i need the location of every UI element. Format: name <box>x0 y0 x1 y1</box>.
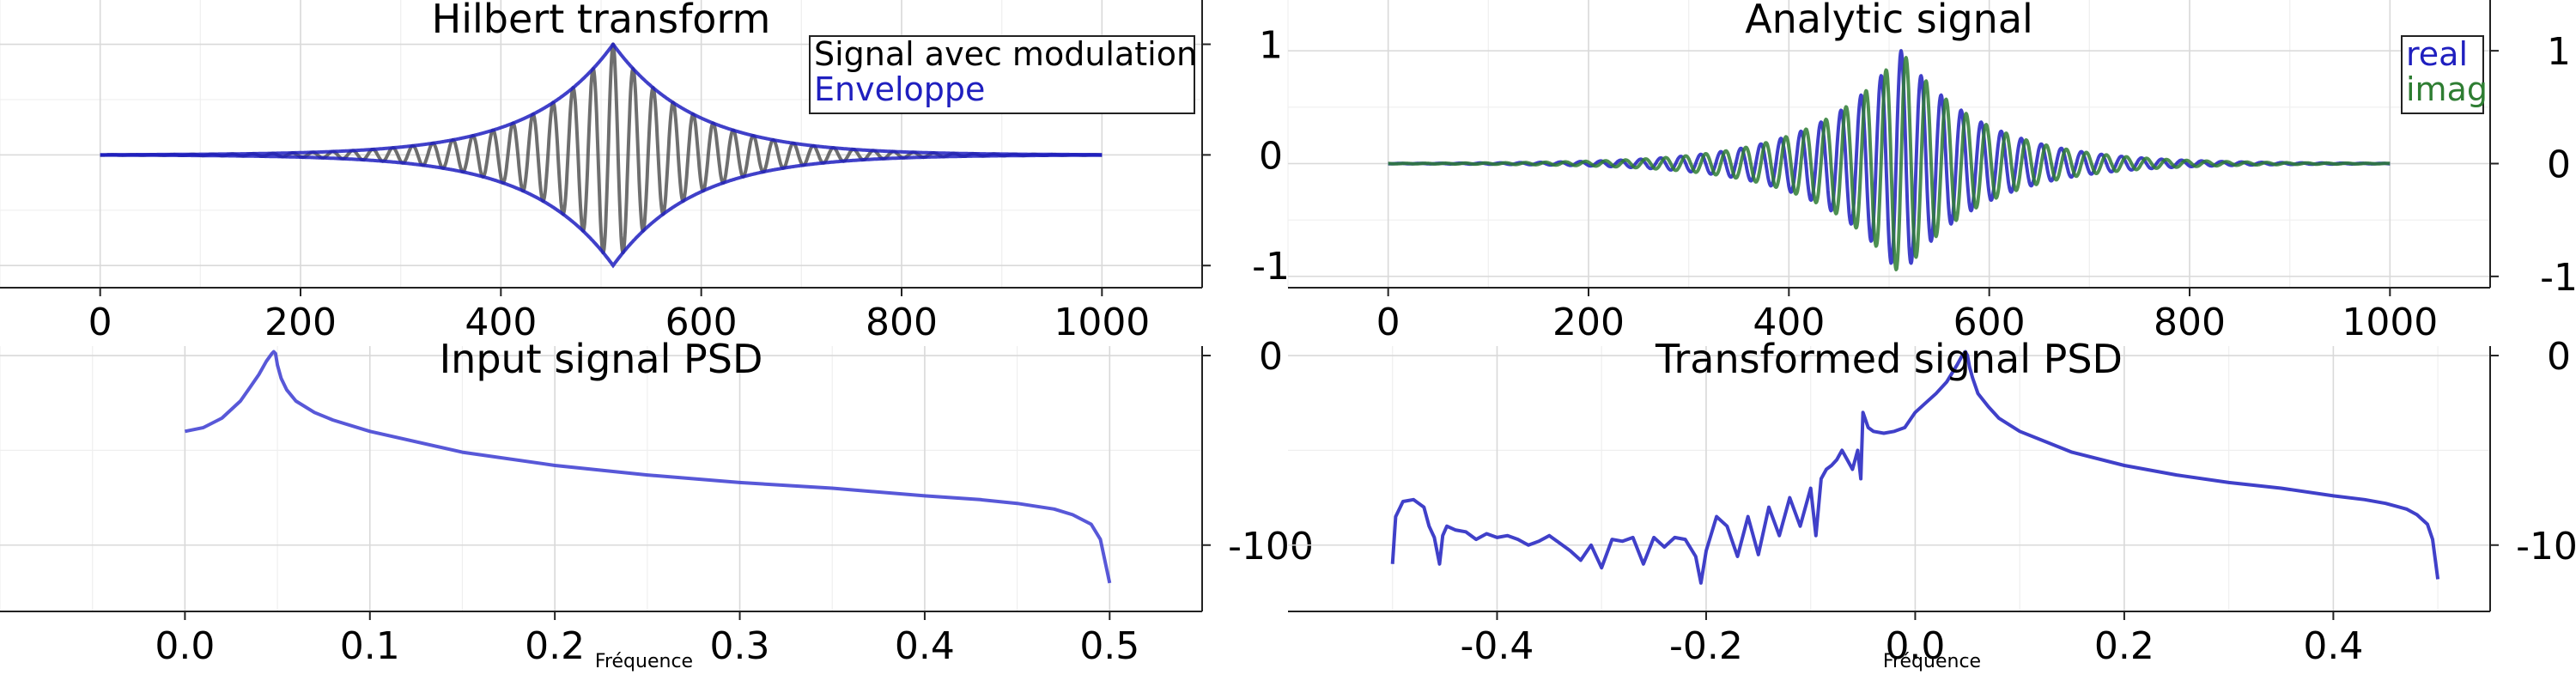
x-tick-label: 0.1 <box>340 624 400 668</box>
y-tick-label: 1 <box>1259 24 1283 68</box>
x-axis-label: Fréquence <box>1883 651 1981 672</box>
x-tick-label: 0.4 <box>2303 624 2363 668</box>
legend-entry: Signal avec modulation <box>814 35 1197 73</box>
legend-entry: imag <box>2406 70 2488 108</box>
x-tick-label: 800 <box>2154 301 2226 344</box>
chart-panel-2: 0.0 0.1 0.2 0.3 0.4 0.5 0 -100 Input signal PSD F… <box>0 335 1314 672</box>
x-tick-label: 1000 <box>1054 301 1150 344</box>
x-tick-label: 800 <box>866 301 938 344</box>
x-tick-label: -0.4 <box>1461 624 1534 668</box>
x-tick-label: 0 <box>1376 301 1400 344</box>
chart-panel-3: -0.4 -0.2 0.0 0.2 0.4 0 -100 Transformed signal… <box>1288 335 2576 672</box>
x-axis-label: Fréquence <box>595 651 693 672</box>
series-line-envelope-lower <box>100 153 1103 269</box>
x-tick-label: 0.3 <box>710 624 770 668</box>
y-tick-label: -1 <box>2540 256 2576 300</box>
x-tick-label: 600 <box>665 301 738 344</box>
x-tick-label: 0.4 <box>895 624 955 668</box>
y-tick-label: 0 <box>1259 134 1283 178</box>
x-tick-label: -0.2 <box>1669 624 1743 668</box>
x-tick-label: 0.0 <box>155 624 215 668</box>
y-tick-label: 0 <box>2547 143 2571 186</box>
y-tick-label: -100 <box>2516 525 2576 568</box>
x-tick-label: 0.0 <box>1885 624 1945 668</box>
x-tick-label: 400 <box>1753 301 1825 344</box>
y-tick-label: 0 <box>2547 335 2571 379</box>
x-tick-label: 1000 <box>2342 301 2438 344</box>
x-tick-label: 0 <box>88 301 112 344</box>
x-tick-label: 200 <box>264 301 337 344</box>
y-tick-label: 1 <box>2547 30 2571 74</box>
chart-panel-0: 0 200 400 600 800 1000 -1 0 1 Hilbert transform Si… <box>0 0 1290 344</box>
x-tick-label: 0.2 <box>2094 624 2154 668</box>
series-line-0 <box>1390 350 2440 585</box>
y-tick-label: -100 <box>1228 525 1314 568</box>
x-tick-label: 0.2 <box>525 624 585 668</box>
series-line-Enveloppe <box>99 42 1103 157</box>
series-line-0 <box>184 350 1112 584</box>
chart-title: Hilbert transform <box>432 0 771 42</box>
y-tick-label: -1 <box>1252 245 1290 289</box>
legend-entry: Enveloppe <box>814 70 985 108</box>
series-line-imag <box>1387 56 2391 271</box>
chart-title: Input signal PSD <box>440 336 763 382</box>
chart-title: Transformed signal PSD <box>1655 336 2123 382</box>
y-tick-label: 0 <box>1259 335 1283 379</box>
legend-box <box>809 35 1195 114</box>
chart-title: Analytic signal <box>1745 0 2033 42</box>
legend-box <box>2401 35 2484 114</box>
legend-entry: real <box>2406 35 2468 73</box>
x-tick-label: 400 <box>465 301 537 344</box>
x-tick-label: 0.5 <box>1079 624 1139 668</box>
chart-panel-1: 0 200 400 600 800 1000 -1 0 1 Analytic signal real… <box>1287 0 2576 344</box>
x-tick-label: 200 <box>1552 301 1625 344</box>
x-tick-label: 600 <box>1953 301 2026 344</box>
